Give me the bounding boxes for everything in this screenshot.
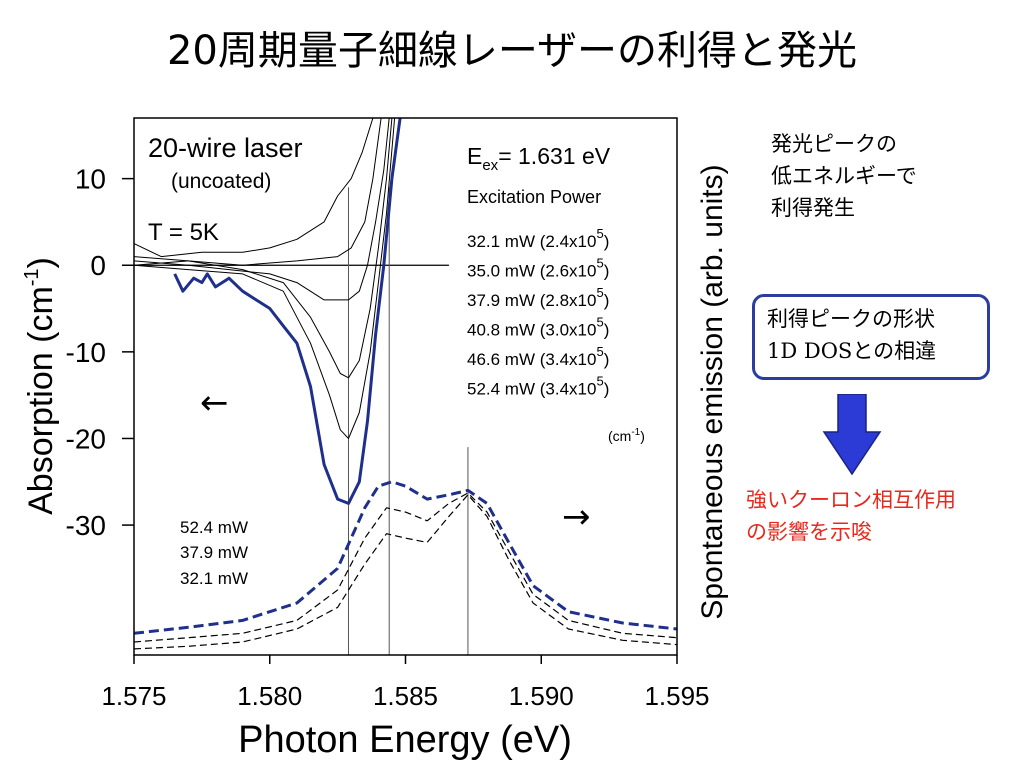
right-arrow-icon: → — [562, 497, 591, 537]
note-line-2: 低エネルギーで — [771, 164, 917, 188]
power-entry: 37.9 mW (2.8x105) — [467, 285, 609, 310]
note-gain-generation: 発光ピークの 低エネルギーで 利得発生 — [771, 128, 917, 224]
y-tick-label: -30 — [66, 510, 106, 541]
series-emission-37-9-mW — [134, 492, 677, 643]
laser-label: 20-wire laser — [148, 133, 303, 163]
eex-value: = 1.631 eV — [498, 143, 611, 169]
power-entry-close: ) — [604, 291, 610, 310]
power-entry: 32.1 mW (2.4x105) — [467, 226, 609, 251]
eex-prefix: E — [467, 143, 482, 169]
power-entry-close: ) — [604, 380, 610, 399]
x-axis-label: Photon Energy (eV) — [238, 719, 572, 761]
power-entry-close: ) — [604, 321, 610, 340]
power-header: Excitation Power — [467, 187, 601, 207]
series-absorption-32-1-mW — [134, 118, 374, 258]
x-tick-label: 1.575 — [101, 681, 166, 711]
power-list: 32.1 mW (2.4x105)35.0 mW (2.6x105)37.9 m… — [467, 226, 609, 399]
y-label-close: ) — [22, 257, 60, 268]
y-tick-label: 0 — [90, 250, 106, 281]
power-entry: 52.4 mW (3.4x105) — [467, 374, 609, 399]
y-tick-label: 10 — [75, 164, 106, 195]
excitation-energy-label: Eex= 1.631 eV — [467, 143, 611, 174]
power-entry-exp: 5 — [596, 315, 603, 330]
power-entry-close: ) — [604, 232, 610, 251]
unit-base: (cm — [608, 428, 631, 444]
temperature-label: T = 5K — [148, 219, 219, 246]
y-label-exp: -1 — [21, 268, 43, 286]
x-tick-label: 1.595 — [644, 681, 709, 711]
y-axis-left-label: Absorption (cm-1) — [21, 257, 60, 515]
box-line-2: 1D DOSとの相違 — [767, 339, 937, 363]
power-entry-exp: 5 — [596, 256, 603, 271]
series-emission-52-4-mW — [134, 480, 677, 635]
series-absorption-35-0-mW — [134, 118, 382, 266]
series-absorption-40-8-mW — [134, 118, 393, 379]
emission-label-1: 52.4 mW — [180, 518, 248, 537]
y-tick-label: -10 — [66, 337, 106, 368]
power-entry-close: ) — [604, 350, 610, 369]
power-entry-exp: 5 — [596, 374, 603, 389]
power-entry: 40.8 mW (3.0x105) — [467, 315, 609, 340]
power-entry-exp: 5 — [596, 226, 603, 241]
gain-shape-box: 利得ピークの形状 1D DOSとの相違 — [752, 294, 990, 380]
power-entry-main: 32.1 mW (2.4x10 — [467, 232, 596, 251]
series-absorption-37-9-mW — [134, 118, 390, 301]
y-label-base: Absorption (cm — [22, 286, 60, 515]
series-absorption-46-6-mW — [134, 118, 396, 439]
unit-close: ) — [640, 428, 645, 444]
power-entry-main: 46.6 mW (3.4x10 — [467, 350, 596, 369]
left-arrow-icon: ← — [200, 383, 229, 423]
unit-exp: -1 — [631, 427, 640, 438]
y-tick-label: -20 — [66, 423, 106, 454]
down-arrow-icon — [822, 394, 882, 476]
power-entry-exp: 5 — [596, 285, 603, 300]
note-line-3: 利得発生 — [771, 196, 855, 220]
x-tick-label: 1.580 — [237, 681, 302, 711]
power-entry-close: ) — [604, 262, 610, 281]
conclusion-line-2: の影響を示唆 — [746, 520, 872, 544]
eex-subscript: ex — [482, 157, 498, 174]
power-entry: 46.6 mW (3.4x105) — [467, 344, 609, 369]
power-entry-main: 35.0 mW (2.6x10 — [467, 262, 596, 281]
x-tick-label: 1.585 — [373, 681, 438, 711]
power-entry-main: 37.9 mW (2.8x10 — [467, 291, 596, 310]
box-line-1: 利得ピークの形状 — [767, 307, 935, 331]
emission-label-2: 37.9 mW — [180, 543, 248, 562]
series-layer — [134, 118, 677, 650]
emission-label-3: 32.1 mW — [180, 569, 248, 588]
power-entry-exp: 5 — [596, 344, 603, 359]
conclusion-line-1: 強いクーロン相互作用 — [746, 488, 956, 512]
unit-label: (cm-1) — [608, 427, 645, 444]
x-tick-label: 1.590 — [509, 681, 574, 711]
series-absorption-52-4-mW — [173, 118, 402, 505]
slide-title: 20周期量子細線レーザーの利得と発光 — [166, 28, 858, 74]
power-entry: 35.0 mW (2.6x105) — [467, 256, 609, 281]
y-axis-right-label: Spontaneous emission (arb. units) — [696, 164, 729, 619]
power-entry-main: 52.4 mW (3.4x10 — [467, 380, 596, 399]
coating-label: (uncoated) — [171, 170, 271, 193]
axis-layer: 1.575 1.580 1.585 1.590 1.595 10 0 -10 -20 -30 — [66, 164, 710, 711]
conclusion-text: 強いクーロン相互作用 の影響を示唆 — [746, 484, 956, 548]
series-emission-32-1-mW — [134, 494, 677, 650]
power-entry-main: 40.8 mW (3.0x10 — [467, 321, 596, 340]
note-line-1: 発光ピークの — [771, 132, 897, 156]
